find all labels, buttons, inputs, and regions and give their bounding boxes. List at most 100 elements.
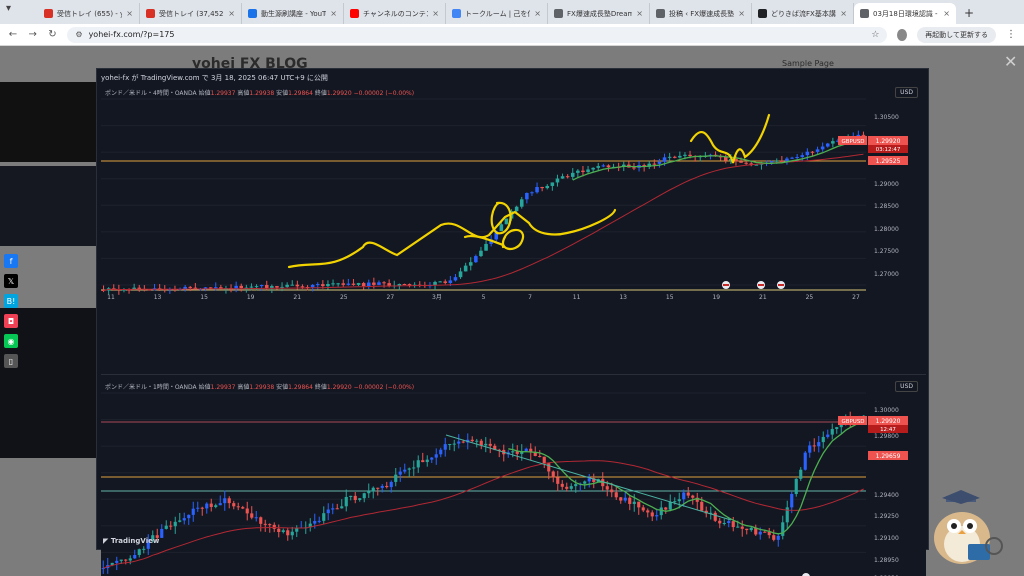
candle-body: [652, 163, 657, 165]
candle-body: [605, 486, 609, 490]
facebook-share-icon[interactable]: f: [4, 254, 18, 268]
candle-body: [695, 497, 699, 502]
candle-body: [463, 265, 468, 272]
candle-body: [196, 507, 200, 509]
browser-tab[interactable]: どりきば流FX基本講座 ×: [752, 3, 854, 24]
candle-body: [351, 283, 356, 285]
url-field[interactable]: ⚙ yohei-fx.com/?p=175 ☆: [67, 26, 888, 43]
browser-tab[interactable]: 受信トレイ (655) - yo ×: [38, 3, 140, 24]
open-value: 1.29937: [210, 90, 236, 97]
candle-body: [734, 158, 738, 162]
profile-avatar[interactable]: [897, 28, 908, 41]
candle-body: [358, 498, 362, 500]
tab-close-icon[interactable]: ×: [738, 9, 745, 18]
candle-body: [736, 526, 740, 528]
candle-body: [655, 515, 659, 517]
candle-body: [650, 512, 654, 517]
candle-body: [772, 535, 776, 540]
browser-tab[interactable]: チャンネルのコンテン ×: [344, 3, 446, 24]
countdown-tag: [868, 145, 908, 153]
nav-sample-page[interactable]: Sample Page: [782, 59, 834, 68]
candle-body: [538, 455, 542, 457]
candle-body: [722, 522, 726, 524]
candle-body: [542, 456, 546, 464]
pocket-share-icon[interactable]: ◘: [4, 314, 18, 328]
candle-body: [341, 283, 346, 285]
browser-tab[interactable]: FX爆速成長塾Dream ×: [548, 3, 650, 24]
fast-moving-average-line: [572, 137, 864, 181]
menu-icon[interactable]: ⋮: [1005, 29, 1016, 40]
candle-body: [682, 492, 686, 500]
tab-close-icon[interactable]: ×: [126, 9, 133, 18]
tab-close-icon[interactable]: ×: [840, 9, 847, 18]
current-price-tag: [868, 136, 908, 145]
tab-search-icon[interactable]: ▾: [6, 3, 12, 14]
tab-close-icon[interactable]: ×: [534, 9, 541, 18]
x-share-icon[interactable]: 𝕏: [4, 274, 18, 288]
candle-body: [619, 497, 623, 501]
candle-body: [475, 440, 479, 442]
candle-body: [820, 146, 825, 150]
candle-body: [723, 156, 728, 161]
close-label: 終値: [314, 90, 327, 97]
candle-body: [861, 134, 866, 136]
candle-body: [745, 528, 749, 531]
candle-body: [191, 508, 195, 515]
browser-tab[interactable]: 投稿 ‹ FX爆速成長塾 ×: [650, 3, 752, 24]
candle-body: [763, 531, 767, 533]
hatena-share-icon[interactable]: B!: [4, 294, 18, 308]
new-tab-button[interactable]: +: [964, 6, 975, 20]
candle-body: [407, 284, 412, 286]
high-value: 1.29938: [249, 90, 275, 97]
candle-body: [346, 283, 351, 285]
browser-tab[interactable]: トークルーム | 己を信 ×: [446, 3, 548, 24]
close-icon[interactable]: ✕: [1004, 52, 1018, 71]
copy-share-icon[interactable]: ▯: [4, 354, 18, 368]
lightbox-image[interactable]: yohei-fx が TradingView.com で 3月 18, 2025…: [96, 68, 929, 576]
level-price-tag: [868, 156, 908, 165]
candle-body: [305, 286, 310, 288]
fast-moving-average-line: [508, 420, 865, 535]
candle-body: [769, 161, 774, 163]
candle-body: [259, 517, 263, 524]
browser-tab[interactable]: 動生源刷講座 - YouTub ×: [242, 3, 344, 24]
candle-body: [270, 286, 274, 289]
tab-close-icon[interactable]: ×: [330, 9, 337, 18]
tab-close-icon[interactable]: ×: [943, 9, 950, 18]
candle-body: [146, 539, 150, 549]
candle-body: [610, 489, 614, 493]
candle-body: [592, 478, 596, 482]
tab-close-icon[interactable]: ×: [432, 9, 439, 18]
line-share-icon[interactable]: ◉: [4, 334, 18, 348]
candle-body: [785, 158, 789, 163]
candle-body: [718, 156, 723, 158]
forward-icon[interactable]: →: [28, 29, 37, 40]
candle-body: [468, 262, 473, 266]
url-text: yohei-fx.com/?p=175: [88, 30, 175, 39]
browser-tab[interactable]: 受信トレイ (37,452) ×: [140, 3, 242, 24]
tab-title: チャンネルのコンテン: [363, 9, 429, 18]
candle-body: [223, 498, 227, 504]
candle-body: [115, 560, 119, 563]
close-value: 1.29920: [326, 384, 352, 391]
candle-body: [313, 521, 317, 524]
low-label: 安値: [276, 384, 289, 391]
candle-body: [245, 508, 249, 514]
candle-body: [200, 507, 204, 509]
tab-close-icon[interactable]: ×: [228, 9, 235, 18]
candle-body: [525, 192, 529, 200]
candle-body: [340, 506, 344, 509]
reload-icon[interactable]: ↻: [48, 29, 57, 40]
site-info-icon[interactable]: ⚙: [75, 30, 83, 39]
tab-close-icon[interactable]: ×: [636, 9, 643, 18]
time-tick-label: 21: [759, 294, 767, 301]
candle-body: [361, 283, 366, 287]
bookmark-star-icon[interactable]: ☆: [871, 29, 880, 40]
browser-tab[interactable]: 03月18日環境認識 - y ×: [854, 3, 956, 24]
ticker-text: GBPUSD: [841, 139, 864, 145]
candle-body: [836, 140, 840, 142]
relaunch-button[interactable]: 再起動して更新する: [917, 26, 996, 43]
candle-body: [535, 187, 539, 193]
back-icon[interactable]: ←: [8, 29, 18, 40]
candle-body: [499, 224, 504, 232]
